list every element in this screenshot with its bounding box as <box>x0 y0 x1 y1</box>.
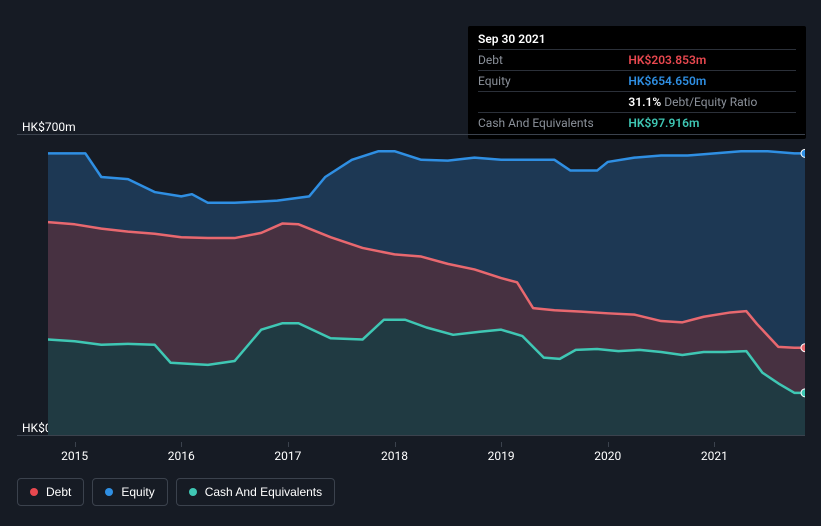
legend-toggle-cash[interactable]: Cash And Equivalents <box>176 478 335 506</box>
x-tick-label: 2020 <box>588 449 628 463</box>
x-tick: 2019 <box>501 442 502 447</box>
tooltip-label-debt: Debt <box>478 50 628 71</box>
x-tick-label: 2015 <box>55 449 95 463</box>
tooltip-value-debt: HK$203.853m <box>628 50 796 71</box>
legend-dot-cash <box>189 488 197 496</box>
x-tick: 2017 <box>288 442 289 447</box>
legend-dot-debt <box>30 488 38 496</box>
data-tooltip: Sep 30 2021 Debt HK$203.853m Equity HK$6… <box>468 26 806 139</box>
tooltip-value-ratio: 31.1% Debt/Equity Ratio <box>628 92 796 113</box>
ratio-label: Debt/Equity Ratio <box>664 95 757 109</box>
legend-label-equity: Equity <box>121 485 154 499</box>
x-tick-mark <box>288 442 289 447</box>
x-tick-label: 2017 <box>268 449 308 463</box>
chart-legend: Debt Equity Cash And Equivalents <box>17 478 335 506</box>
y-axis-label-top: HK$700m <box>22 120 76 134</box>
tooltip-value-cash: HK$97.916m <box>628 113 796 134</box>
legend-label-cash: Cash And Equivalents <box>205 485 322 499</box>
x-tick-mark <box>714 442 715 447</box>
x-tick: 2016 <box>181 442 182 447</box>
x-tick: 2020 <box>608 442 609 447</box>
ratio-percent: 31.1% <box>628 95 661 109</box>
x-tick-label: 2016 <box>161 449 201 463</box>
x-tick: 2021 <box>714 442 715 447</box>
x-tick-mark <box>181 442 182 447</box>
x-tick-mark <box>608 442 609 447</box>
tooltip-label-ratio <box>478 92 628 113</box>
x-tick-mark <box>75 442 76 447</box>
x-tick-mark <box>395 442 396 447</box>
tooltip-label-equity: Equity <box>478 71 628 92</box>
legend-label-debt: Debt <box>46 485 71 499</box>
x-tick: 2018 <box>395 442 396 447</box>
tooltip-label-cash: Cash And Equivalents <box>478 113 628 134</box>
tooltip-table: Debt HK$203.853m Equity HK$654.650m 31.1… <box>478 49 796 133</box>
x-axis: 2015 2016 2017 2018 2019 2020 2021 <box>17 442 805 468</box>
chart-plot-area[interactable] <box>48 134 805 435</box>
x-tick-label: 2019 <box>481 449 521 463</box>
x-tick-label: 2021 <box>694 449 734 463</box>
legend-dot-equity <box>105 488 113 496</box>
tooltip-date: Sep 30 2021 <box>478 32 796 49</box>
tooltip-value-equity: HK$654.650m <box>628 71 796 92</box>
chart-svg <box>48 134 805 435</box>
x-tick-mark <box>501 442 502 447</box>
legend-toggle-equity[interactable]: Equity <box>92 478 167 506</box>
legend-toggle-debt[interactable]: Debt <box>17 478 84 506</box>
x-tick: 2015 <box>75 442 76 447</box>
x-tick-label: 2018 <box>375 449 415 463</box>
y-gridline-bot <box>17 435 805 436</box>
